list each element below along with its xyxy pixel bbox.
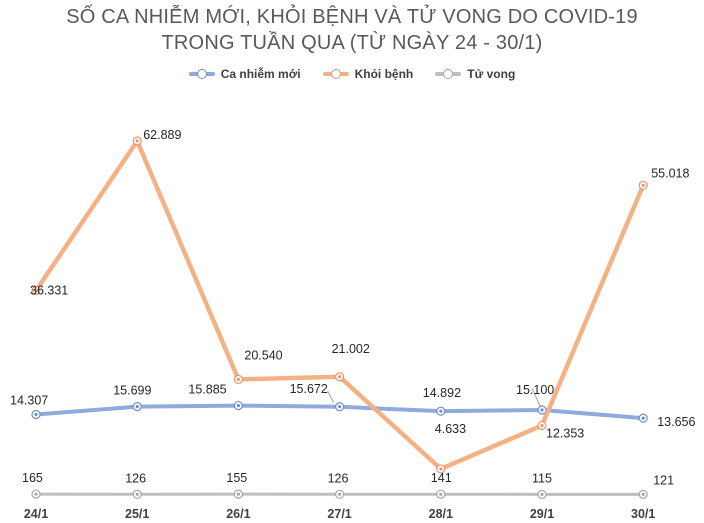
data-point-core-new-cases-2	[135, 405, 139, 409]
data-label-new-cases-4: 15.672	[290, 382, 328, 396]
x-tick-label-2: 25/1	[125, 507, 149, 521]
legend-swatch-deaths	[435, 68, 462, 80]
data-point-core-recovered-2	[135, 139, 139, 143]
data-label-recovered-1: 36.331	[30, 283, 68, 297]
legend-swatch-new-cases	[188, 68, 215, 80]
series-line-recovered	[33, 136, 646, 472]
leader-line-new-cases-29-1	[531, 387, 541, 407]
x-tick-label-6: 29/1	[530, 507, 554, 521]
x-tick-label-4: 27/1	[327, 507, 351, 521]
data-label-deaths-1: 165	[22, 471, 43, 485]
chart-title-line-1: SỐ CA NHIỄM MỚI, KHỎI BỆNH VÀ TỬ VONG DO…	[66, 6, 638, 28]
data-point-core-new-cases-5	[439, 409, 443, 413]
leader-line-new-cases-27-1	[327, 390, 335, 404]
data-label-deaths-2: 126	[125, 471, 146, 485]
chart-legend: Ca nhiễm mới Khỏi bệnh Tử vong	[0, 67, 704, 81]
data-point-core-recovered-7	[641, 183, 645, 187]
data-label-new-cases-1: 14.307	[10, 393, 48, 407]
data-label-new-cases-2: 15.699	[113, 384, 151, 398]
data-label-deaths-7: 121	[653, 473, 674, 487]
x-tick-label-3: 26/1	[226, 507, 250, 521]
data-label-deaths-5: 141	[431, 471, 452, 485]
data-point-core-deaths-2	[135, 492, 139, 496]
data-label-deaths-3: 155	[226, 471, 247, 485]
data-point-core-deaths-6	[540, 492, 544, 496]
data-point-core-new-cases-4	[338, 405, 342, 409]
data-point-core-recovered-5	[439, 467, 443, 471]
x-tick-label-5: 28/1	[429, 507, 453, 521]
data-point-core-new-cases-3	[236, 403, 240, 408]
data-point-core-new-cases-6	[540, 408, 544, 412]
data-label-recovered-4: 21.002	[332, 342, 370, 356]
legend-item-recovered: Khỏi bệnh	[322, 67, 414, 81]
data-label-recovered-3: 20.540	[244, 348, 282, 362]
data-point-core-recovered-3	[236, 377, 240, 381]
data-label-recovered-6: 12.353	[546, 426, 584, 440]
data-label-recovered-2: 62.889	[143, 128, 181, 142]
data-label-new-cases-5: 14.892	[423, 386, 461, 400]
x-tick-label-1: 24/1	[24, 507, 48, 521]
data-point-core-new-cases-1	[34, 412, 38, 417]
data-point-core-deaths-3	[236, 492, 240, 496]
data-label-deaths-4: 126	[328, 471, 349, 485]
data-label-new-cases-6: 15.100	[516, 383, 554, 397]
data-point-core-recovered-4	[338, 375, 342, 379]
data-point-core-deaths-1	[34, 492, 38, 496]
legend-item-new-cases: Ca nhiễm mới	[188, 67, 301, 81]
legend-label-new-cases: Ca nhiễm mới	[220, 67, 301, 81]
x-tick-label-7: 30/1	[631, 507, 655, 521]
data-label-new-cases-3: 15.885	[188, 383, 226, 397]
legend-label-deaths: Tử vong	[467, 67, 516, 81]
data-label-new-cases-7: 13.656	[657, 415, 695, 429]
data-point-core-new-cases-7	[641, 416, 645, 420]
legend-swatch-recovered	[322, 68, 349, 80]
data-point-core-deaths-5	[439, 492, 443, 496]
data-label-recovered-5: 4.633	[435, 422, 466, 436]
legend-item-deaths: Tử vong	[435, 67, 515, 81]
data-point-core-recovered-6	[540, 423, 544, 428]
chart-title-line-2: TRONG TUẦN QUA (TỪ NGÀY 24 - 30/1)	[161, 32, 543, 54]
data-point-core-deaths-7	[641, 492, 645, 496]
chart-title: SỐ CA NHIỄM MỚI, KHỎI BỆNH VÀ TỬ VONG DO…	[0, 4, 704, 56]
data-label-recovered-7: 55.018	[651, 166, 689, 180]
legend-label-recovered: Khỏi bệnh	[354, 67, 414, 81]
data-point-core-deaths-4	[338, 492, 342, 496]
data-point-core-recovered-1	[34, 288, 38, 293]
data-label-deaths-6: 115	[532, 471, 552, 485]
